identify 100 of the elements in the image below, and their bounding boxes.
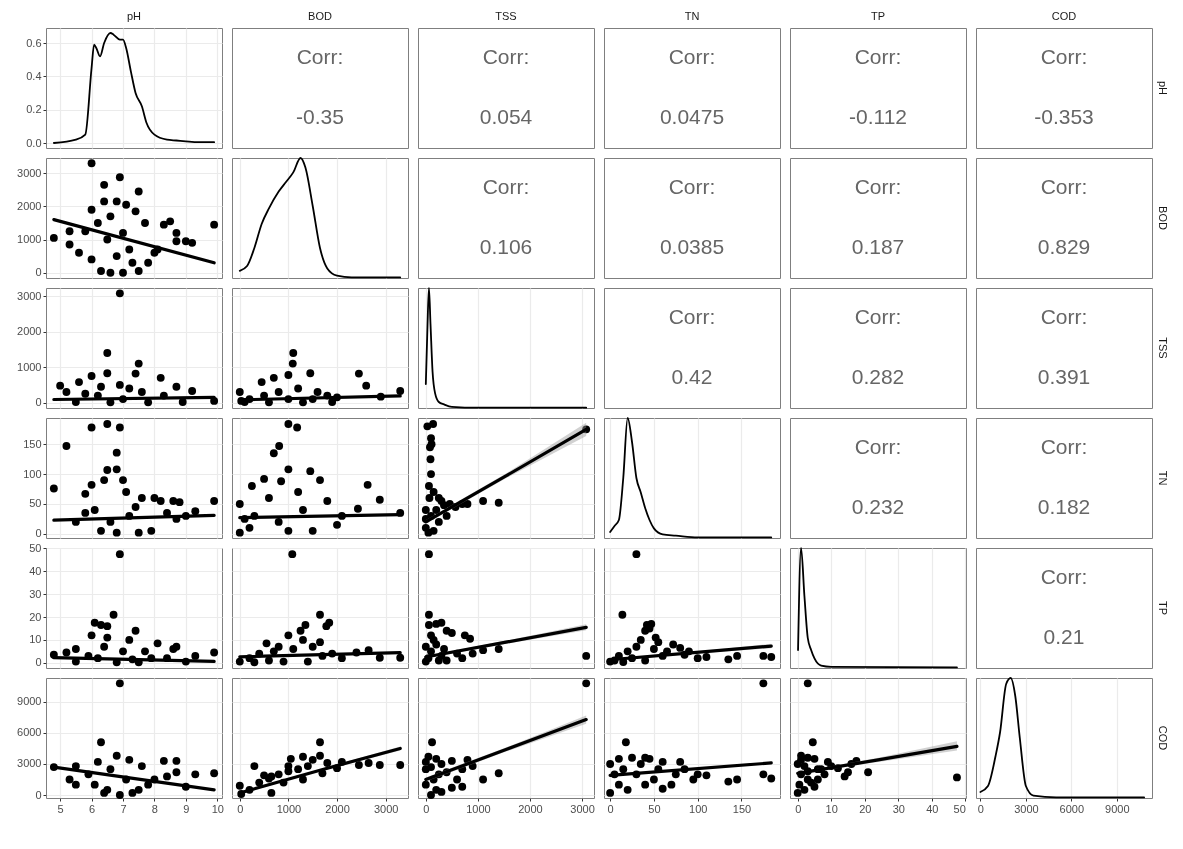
- point: [131, 626, 140, 635]
- point: [169, 497, 178, 505]
- point: [795, 780, 804, 789]
- point: [125, 384, 134, 393]
- point: [803, 679, 812, 688]
- text: Corr:: [854, 435, 902, 458]
- point: [658, 784, 667, 793]
- point: [181, 237, 190, 246]
- y-tick-label: 0: [35, 656, 42, 669]
- point: [144, 258, 153, 267]
- x-tick-label: 50: [953, 802, 966, 815]
- point: [494, 769, 503, 778]
- text: BOD: [1157, 206, 1169, 230]
- text: 0.21: [1043, 625, 1085, 648]
- point: [87, 372, 96, 380]
- point: [103, 633, 112, 642]
- point: [150, 494, 159, 502]
- y-tick-label: 0: [35, 266, 42, 279]
- point: [793, 760, 802, 768]
- point: [49, 233, 58, 242]
- point: [767, 774, 776, 783]
- point: [458, 782, 467, 791]
- point: [284, 631, 293, 640]
- point: [353, 504, 362, 513]
- point: [134, 528, 143, 537]
- point: [178, 398, 187, 406]
- point: [87, 255, 96, 264]
- point: [115, 679, 124, 688]
- point: [56, 381, 65, 390]
- point: [421, 642, 430, 651]
- point: [260, 771, 269, 780]
- point: [429, 526, 438, 535]
- point: [810, 754, 819, 763]
- point: [689, 775, 698, 784]
- point: [144, 780, 153, 789]
- point: [119, 476, 127, 485]
- point: [103, 349, 112, 357]
- point: [97, 382, 105, 391]
- point: [289, 645, 298, 653]
- point: [618, 610, 627, 619]
- point: [427, 763, 435, 772]
- point: [172, 756, 181, 765]
- text: Corr:: [854, 305, 902, 328]
- point: [623, 647, 632, 656]
- text: -0.35: [296, 105, 344, 128]
- point: [840, 772, 849, 781]
- point: [442, 511, 451, 520]
- chart-title: pH: [126, 10, 142, 22]
- y-tick-label: 9000: [17, 695, 42, 708]
- point: [641, 626, 650, 635]
- point: [432, 506, 441, 514]
- x-tick-label: 0: [795, 802, 802, 815]
- point: [294, 384, 303, 393]
- point: [100, 476, 109, 485]
- point: [354, 761, 363, 769]
- point: [65, 227, 74, 236]
- point: [109, 610, 118, 619]
- point: [582, 679, 591, 688]
- point: [269, 647, 278, 656]
- point: [103, 235, 112, 244]
- x-tick-label: 0: [423, 802, 430, 815]
- point: [131, 369, 140, 378]
- point: [115, 289, 124, 298]
- y-tick-label: 40: [29, 564, 42, 577]
- y-tick-label: 1000: [17, 360, 42, 373]
- point: [75, 248, 83, 257]
- point: [125, 635, 134, 644]
- y-tick-label: 100: [23, 467, 42, 480]
- point: [62, 388, 71, 396]
- point: [159, 756, 168, 765]
- point: [316, 476, 324, 485]
- point: [269, 373, 278, 382]
- point: [434, 656, 443, 665]
- point: [248, 482, 256, 490]
- x-tick-label: 0: [977, 802, 984, 815]
- y2-axis-title: COD: [1157, 725, 1169, 751]
- y-tick-label: 30: [29, 587, 42, 600]
- text: TSS: [1157, 337, 1169, 359]
- point: [115, 423, 124, 432]
- y-tick-label: 0.2: [26, 103, 42, 116]
- point: [279, 657, 288, 666]
- point: [645, 754, 654, 763]
- point: [316, 751, 324, 760]
- y-tick-label: 150: [23, 437, 42, 450]
- x-tick-label: 6000: [1059, 802, 1085, 815]
- point: [71, 762, 80, 770]
- point: [71, 645, 80, 653]
- text: Corr:: [668, 305, 716, 328]
- point: [308, 642, 317, 651]
- point: [210, 497, 219, 505]
- point: [676, 758, 685, 766]
- text: 0.282: [851, 365, 905, 388]
- point: [702, 771, 711, 780]
- point: [141, 219, 149, 227]
- point: [265, 494, 273, 502]
- point: [375, 761, 384, 769]
- point: [289, 349, 298, 357]
- point: [144, 398, 153, 407]
- x-tick-label: 2000: [518, 802, 543, 815]
- point: [112, 448, 121, 457]
